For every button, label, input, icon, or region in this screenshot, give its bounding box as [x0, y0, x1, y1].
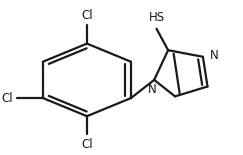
Text: Cl: Cl — [81, 138, 93, 151]
Text: N: N — [210, 49, 219, 62]
Text: Cl: Cl — [81, 9, 93, 22]
Text: Cl: Cl — [1, 92, 13, 104]
Text: HS: HS — [148, 11, 165, 24]
Text: N: N — [148, 83, 156, 96]
